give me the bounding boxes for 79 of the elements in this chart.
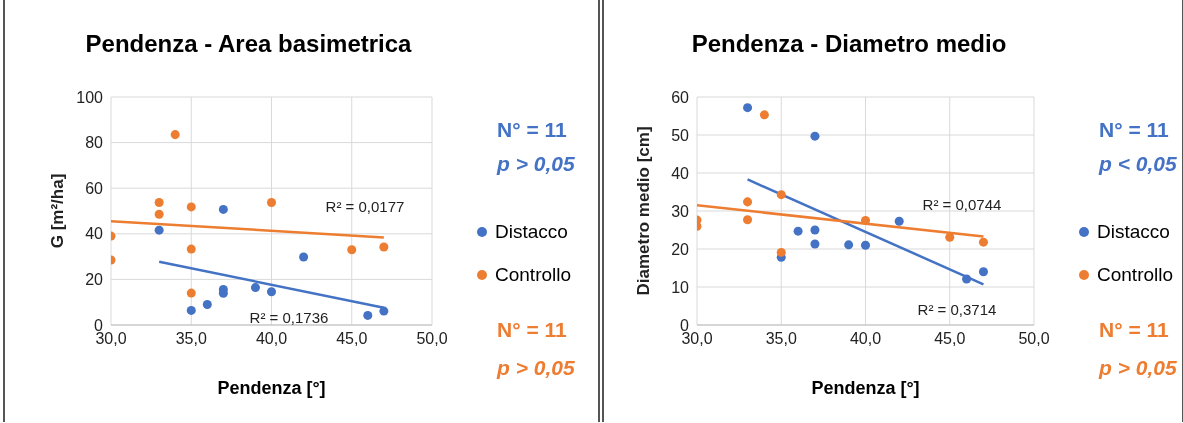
text: p > 0,05: [497, 356, 575, 380]
legend-label: Controllo: [495, 263, 572, 286]
point: [154, 198, 164, 208]
point: [250, 283, 260, 293]
point: [978, 267, 988, 277]
text: p < 0,05: [1099, 152, 1177, 176]
x-tick-label: 50,0: [416, 330, 448, 348]
point: [810, 131, 820, 141]
x-tick-label: 35,0: [765, 330, 797, 348]
point: [154, 225, 164, 235]
point: [776, 190, 786, 200]
y-tick-label: 20: [671, 240, 690, 258]
point: [894, 216, 904, 226]
y-tick-label: 60: [85, 179, 104, 197]
x-axis-title: Pendenza [°]: [216, 378, 327, 399]
text: N° = 11: [1099, 118, 1169, 142]
point: [154, 209, 164, 219]
annotation: R² = 0,0177: [324, 197, 406, 217]
annotation: R² = 0,0744: [921, 195, 1003, 215]
point: [810, 239, 820, 249]
point: [810, 225, 820, 235]
point: [793, 226, 803, 236]
y-tick-label: 20: [85, 271, 104, 289]
point: [186, 202, 196, 212]
x-tick-label: 30,0: [95, 330, 127, 348]
chart-title: Pendenza - Area basimetrica: [84, 30, 413, 58]
point: [860, 215, 871, 226]
chart-title: Pendenza - Diametro medio: [690, 30, 1008, 58]
point: [218, 204, 228, 214]
point: [266, 198, 277, 208]
point: [186, 244, 196, 254]
y-tick-label: 30: [671, 202, 690, 220]
y-tick-label: 100: [76, 88, 104, 106]
y-tick-label: 10: [671, 278, 690, 296]
point: [743, 103, 753, 113]
point: [844, 240, 854, 250]
point: [945, 232, 955, 242]
y-tick-label: 40: [671, 164, 690, 182]
legend-label: Distacco: [495, 220, 568, 243]
y-axis-title: G [m²/ha]: [48, 173, 68, 249]
text: p > 0,05: [1099, 356, 1177, 380]
x-tick-label: 30,0: [681, 330, 713, 348]
point: [743, 197, 753, 207]
y-tick-label: 80: [85, 134, 104, 152]
annotation: R² = 0,1736: [248, 308, 330, 328]
point: [347, 245, 357, 255]
point: [186, 305, 196, 315]
point: [776, 247, 786, 257]
text: p > 0,05: [497, 152, 575, 176]
point: [186, 288, 196, 298]
point: [962, 274, 972, 284]
y-tick-label: 50: [671, 126, 690, 144]
x-tick-label: 50,0: [1018, 330, 1050, 348]
x-tick-label: 40,0: [849, 330, 882, 348]
point: [978, 237, 988, 247]
legend-label: Distacco: [1097, 220, 1170, 243]
point: [743, 215, 753, 225]
y-axis-title: Diametro medio [cm]: [634, 126, 654, 296]
y-tick-label: 60: [671, 88, 690, 106]
point: [266, 287, 277, 297]
point: [170, 130, 180, 140]
x-tick-label: 35,0: [175, 330, 207, 348]
point: [299, 252, 309, 262]
x-tick-label: 40,0: [255, 330, 288, 348]
annotation: R² = 0,3714: [916, 300, 998, 320]
point: [379, 306, 389, 316]
legend-label: Controllo: [1097, 263, 1174, 286]
text: N° = 11: [497, 318, 567, 342]
y-tick-label: 40: [85, 225, 104, 243]
point: [379, 242, 389, 252]
x-axis-title: Pendenza [°]: [810, 378, 921, 399]
point: [363, 310, 373, 320]
point: [759, 110, 769, 120]
x-tick-label: 45,0: [336, 330, 368, 348]
x-tick-label: 45,0: [934, 330, 966, 348]
point: [860, 240, 871, 250]
text: N° = 11: [1099, 318, 1169, 342]
text: N° = 11: [497, 118, 567, 142]
point: [202, 299, 212, 309]
